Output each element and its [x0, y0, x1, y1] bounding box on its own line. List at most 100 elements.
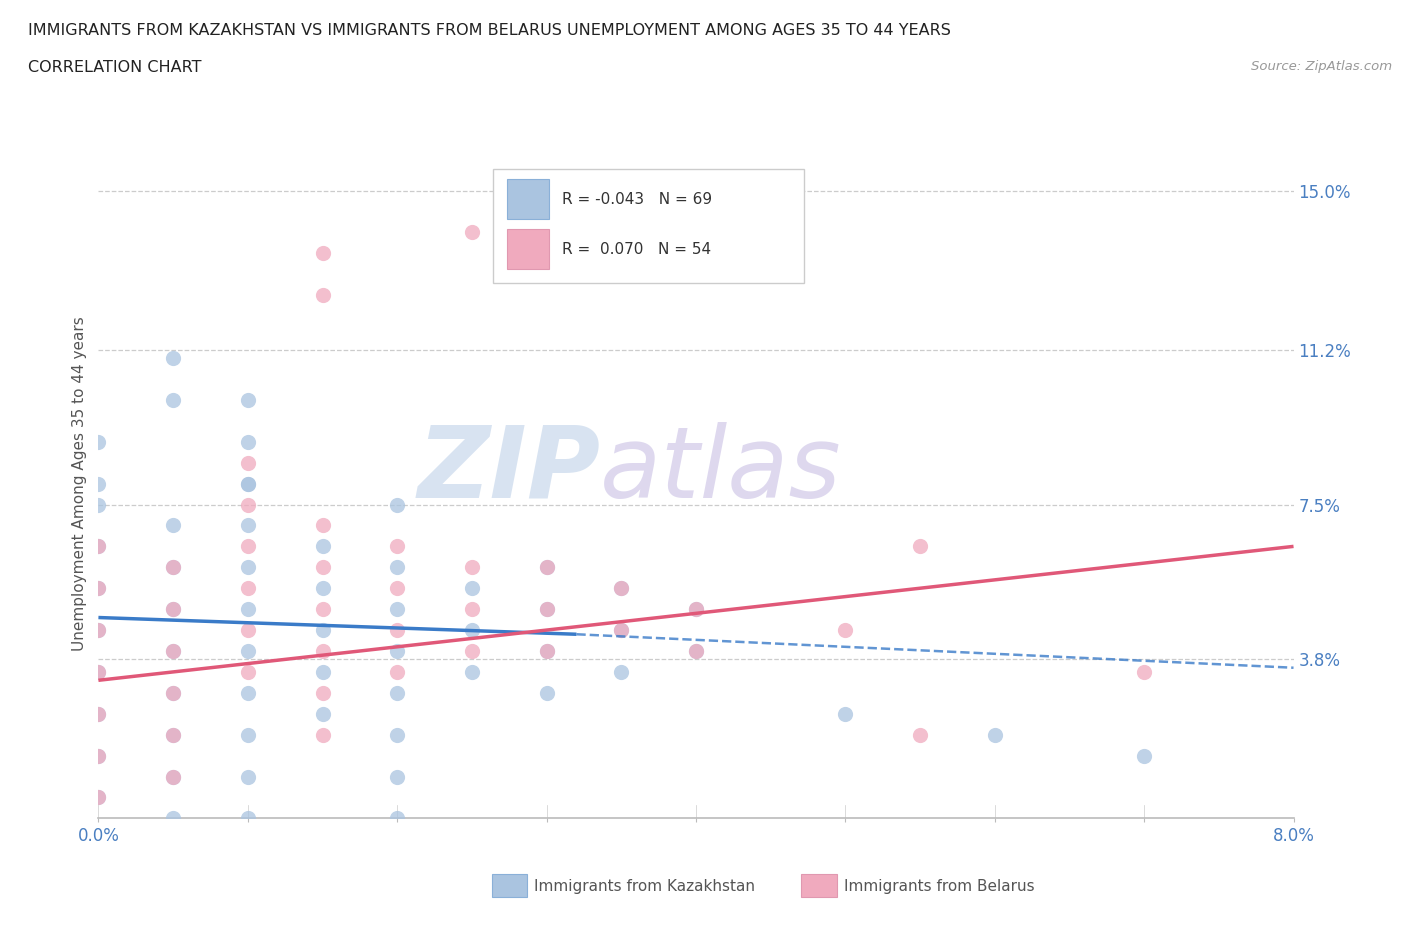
Point: [385, 560, 409, 575]
Point: [87, 623, 110, 638]
Point: [610, 664, 633, 679]
Text: Source: ZipAtlas.com: Source: ZipAtlas.com: [1251, 60, 1392, 73]
Point: [236, 727, 259, 742]
Point: [162, 769, 184, 784]
Point: [162, 727, 184, 742]
Point: [536, 644, 558, 658]
Point: [385, 623, 409, 638]
Text: atlas: atlas: [600, 421, 842, 519]
Point: [385, 769, 409, 784]
Point: [162, 644, 184, 658]
Bar: [508, 179, 548, 219]
Point: [87, 580, 110, 596]
Point: [385, 685, 409, 700]
Point: [162, 685, 184, 700]
Point: [236, 769, 259, 784]
Point: [311, 539, 333, 554]
Text: ZIP: ZIP: [418, 421, 600, 519]
Bar: [508, 229, 548, 270]
Point: [311, 685, 333, 700]
Point: [236, 644, 259, 658]
Point: [87, 748, 110, 763]
Point: [236, 664, 259, 679]
Point: [87, 623, 110, 638]
Point: [236, 685, 259, 700]
Point: [461, 664, 484, 679]
Point: [236, 623, 259, 638]
Point: [385, 498, 409, 512]
Point: [87, 664, 110, 679]
Point: [311, 246, 333, 261]
Point: [610, 623, 633, 638]
Point: [385, 580, 409, 596]
Point: [236, 539, 259, 554]
Point: [834, 707, 856, 722]
Point: [311, 727, 333, 742]
Point: [87, 790, 110, 805]
FancyBboxPatch shape: [494, 169, 804, 283]
Point: [461, 225, 484, 240]
Point: [162, 392, 184, 407]
Point: [908, 539, 931, 554]
Point: [162, 351, 184, 365]
Point: [87, 434, 110, 449]
Point: [610, 580, 633, 596]
Point: [311, 707, 333, 722]
Point: [87, 790, 110, 805]
Point: [236, 811, 259, 826]
Point: [162, 644, 184, 658]
Point: [461, 644, 484, 658]
Point: [983, 727, 1005, 742]
Point: [87, 476, 110, 491]
Text: Immigrants from Kazakhstan: Immigrants from Kazakhstan: [534, 879, 755, 894]
Point: [236, 518, 259, 533]
Point: [834, 623, 856, 638]
Point: [87, 498, 110, 512]
Point: [536, 602, 558, 617]
Point: [685, 602, 707, 617]
Point: [162, 602, 184, 617]
Point: [236, 392, 259, 407]
Point: [162, 518, 184, 533]
Point: [461, 560, 484, 575]
Point: [311, 602, 333, 617]
Point: [1133, 664, 1156, 679]
Point: [685, 644, 707, 658]
Point: [311, 664, 333, 679]
Point: [385, 664, 409, 679]
Point: [236, 476, 259, 491]
Point: [236, 476, 259, 491]
Point: [536, 560, 558, 575]
Point: [385, 644, 409, 658]
Point: [385, 811, 409, 826]
Point: [311, 560, 333, 575]
Point: [1133, 748, 1156, 763]
Point: [536, 644, 558, 658]
Point: [162, 560, 184, 575]
Point: [162, 602, 184, 617]
Point: [385, 727, 409, 742]
Point: [536, 560, 558, 575]
Point: [385, 602, 409, 617]
Point: [311, 518, 333, 533]
Text: CORRELATION CHART: CORRELATION CHART: [28, 60, 201, 75]
Point: [461, 602, 484, 617]
Point: [311, 580, 333, 596]
Point: [610, 580, 633, 596]
Point: [87, 748, 110, 763]
Point: [87, 539, 110, 554]
Point: [236, 580, 259, 596]
Point: [236, 498, 259, 512]
Text: R = -0.043   N = 69: R = -0.043 N = 69: [562, 192, 713, 206]
Point: [236, 602, 259, 617]
Y-axis label: Unemployment Among Ages 35 to 44 years: Unemployment Among Ages 35 to 44 years: [72, 316, 87, 651]
Point: [87, 539, 110, 554]
Point: [311, 623, 333, 638]
Point: [536, 685, 558, 700]
Point: [685, 644, 707, 658]
Point: [87, 707, 110, 722]
Point: [536, 602, 558, 617]
Point: [162, 560, 184, 575]
Point: [162, 769, 184, 784]
Point: [385, 539, 409, 554]
